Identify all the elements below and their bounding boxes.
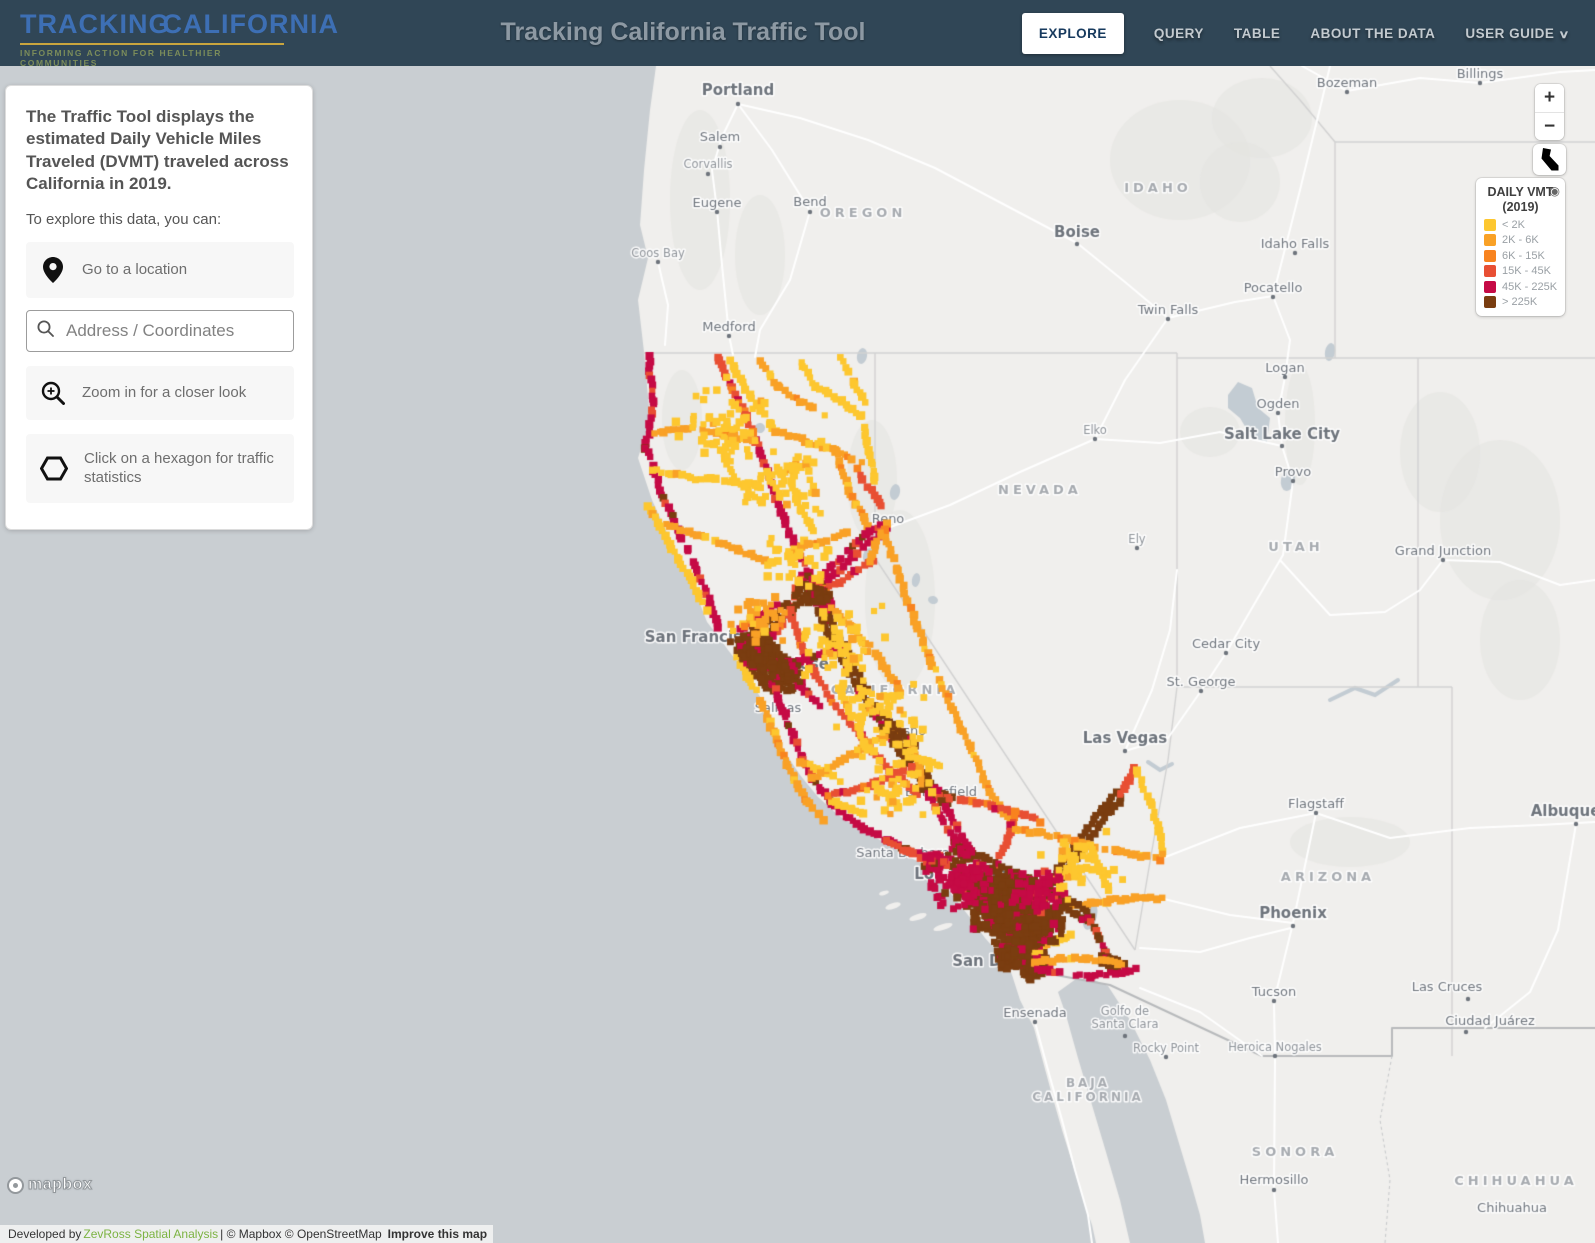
- top-nav-bar: TRACKING CALIFORNIA INFORMING ACTION FOR…: [0, 0, 1595, 68]
- search-icon: [37, 320, 54, 342]
- legend-title-line2: (2019): [1502, 200, 1539, 214]
- logo-word-california: CALIFORNIA: [162, 8, 339, 39]
- chevron-down-icon: ∨: [1558, 28, 1571, 41]
- legend-item: 45K - 225K: [1484, 280, 1558, 293]
- legend-swatch: [1484, 234, 1496, 246]
- location-pin-icon: [40, 256, 66, 283]
- tracking-california-logo[interactable]: TRACKING CALIFORNIA INFORMING ACTION FOR…: [20, 6, 338, 68]
- zoom-in-button[interactable]: +: [1535, 84, 1564, 112]
- california-shape-icon: [1541, 148, 1558, 171]
- card-hexagon: Click on a hexagon for traffic statistic…: [26, 433, 294, 503]
- address-search-box[interactable]: [26, 309, 294, 352]
- legend-daily-vmt: DAILY VMT (2019) ◉ < 2K 2K - 6K 6K - 15K…: [1476, 178, 1565, 316]
- legend-swatch: [1484, 296, 1496, 308]
- legend-swatch: [1484, 218, 1496, 231]
- go-to-location-label: Go to a location: [82, 261, 188, 278]
- nav-tab-query[interactable]: QUERY: [1153, 25, 1204, 41]
- legend-swatch: [1484, 249, 1496, 262]
- mapbox-logo[interactable]: mapbox: [7, 1176, 92, 1194]
- page-title: Tracking California Traffic Tool: [500, 18, 866, 46]
- logo-gold-rule: [20, 43, 284, 45]
- california-extent-button[interactable]: [1533, 144, 1566, 175]
- legend-title: DAILY VMT (2019): [1484, 185, 1557, 215]
- legend-item: < 2K: [1484, 218, 1557, 231]
- card-zoom-in: Zoom in for a closer look: [26, 365, 294, 420]
- nav-tab-table[interactable]: TABLE: [1233, 25, 1281, 41]
- legend-title-line1: DAILY VMT: [1487, 185, 1554, 199]
- improve-map-link[interactable]: Improve this map: [387, 1227, 488, 1241]
- map-attribution: Developed by ZevRoss Spatial Analysis | …: [0, 1225, 494, 1243]
- attribution-prefix: Developed by: [8, 1227, 82, 1241]
- legend-label: 2K - 6K: [1502, 234, 1539, 246]
- legend-visibility-icon[interactable]: ◉: [1549, 184, 1560, 198]
- hexagon-label: Click on a hexagon for traffic statistic…: [84, 449, 274, 487]
- nav-tab-user-guide[interactable]: USER GUIDE ∨: [1465, 25, 1571, 41]
- mapbox-circle-icon: [7, 1176, 24, 1194]
- legend-label: > 225K: [1502, 296, 1538, 308]
- legend-label: 45K - 225K: [1502, 280, 1558, 293]
- intro-heading: The Traffic Tool displays the estimated …: [26, 107, 289, 194]
- hexagon-icon: [40, 456, 68, 481]
- legend-label: < 2K: [1502, 218, 1525, 231]
- search-input[interactable]: [64, 319, 289, 342]
- intro-panel: The Traffic Tool displays the estimated …: [5, 85, 313, 530]
- zoom-in-label: Zoom in for a closer look: [82, 384, 247, 401]
- legend-swatch: [1484, 265, 1496, 277]
- legend-item: 6K - 15K: [1484, 249, 1557, 262]
- nav-tab-about-the-data[interactable]: ABOUT THE DATA: [1310, 25, 1436, 41]
- nav-tab-explore[interactable]: EXPLORE: [1021, 12, 1124, 54]
- zevross-link[interactable]: ZevRoss Spatial Analysis: [83, 1227, 219, 1241]
- nav-tab-user-guide-label: USER GUIDE: [1465, 25, 1555, 41]
- legend-item: 2K - 6K: [1484, 234, 1557, 246]
- logo-tagline: INFORMING ACTION FOR HEALTHIER COMMUNITI…: [20, 48, 222, 68]
- legend-label: 15K - 45K: [1502, 265, 1551, 277]
- legend-item: 15K - 45K: [1484, 265, 1557, 277]
- card-go-to-location: Go to a location: [26, 241, 294, 298]
- main-nav: EXPLORE QUERY TABLE ABOUT THE DATA USER …: [1021, 0, 1571, 66]
- zoom-out-button[interactable]: −: [1535, 112, 1564, 140]
- logo-word-tracking: TRACKING: [20, 8, 171, 39]
- attribution-middle: | © Mapbox © OpenStreetMap: [220, 1227, 382, 1241]
- zoom-control: + −: [1535, 84, 1564, 140]
- mapbox-wordmark: mapbox: [27, 1176, 93, 1194]
- legend-item: > 225K: [1484, 296, 1557, 308]
- zoom-in-magnifier-icon: [40, 381, 66, 405]
- explore-instruction: To explore this data, you can:: [26, 210, 222, 228]
- legend-swatch: [1484, 280, 1496, 293]
- legend-label: 6K - 15K: [1502, 249, 1545, 262]
